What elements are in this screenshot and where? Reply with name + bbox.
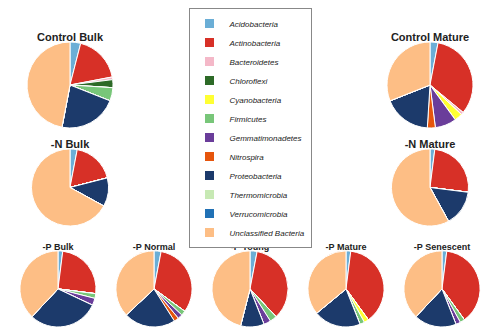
svg-text:Proteobacteria: Proteobacteria: [230, 172, 283, 181]
svg-text:Thermomicrobia: Thermomicrobia: [230, 191, 288, 200]
svg-text:-N Bulk: -N Bulk: [51, 138, 90, 150]
svg-text:Firmicutes: Firmicutes: [230, 115, 267, 124]
svg-text:Chloroflexi: Chloroflexi: [230, 77, 268, 86]
svg-text:Control Mature: Control Mature: [391, 31, 469, 43]
svg-text:Actinobacteria: Actinobacteria: [229, 39, 281, 48]
svg-text:-P Normal: -P Normal: [133, 242, 175, 252]
svg-text:Acidobacteria: Acidobacteria: [229, 20, 279, 29]
svg-text:-P Bulk: -P Bulk: [43, 242, 75, 252]
svg-text:Nitrospira: Nitrospira: [230, 153, 265, 162]
svg-text:Gemmatimonadetes: Gemmatimonadetes: [230, 134, 302, 143]
svg-text:Unclassified Bacteria: Unclassified Bacteria: [230, 229, 305, 238]
svg-text:Bacteroidetes: Bacteroidetes: [230, 58, 279, 67]
svg-text:Cyanobacteria: Cyanobacteria: [230, 96, 282, 105]
svg-text:-P Senescent: -P Senescent: [414, 242, 470, 252]
svg-text:-N Mature: -N Mature: [405, 138, 456, 150]
svg-text:Control Bulk: Control Bulk: [37, 31, 104, 43]
svg-text:Verrucomicrobia: Verrucomicrobia: [230, 210, 288, 219]
svg-text:-P Mature: -P Mature: [326, 242, 367, 252]
